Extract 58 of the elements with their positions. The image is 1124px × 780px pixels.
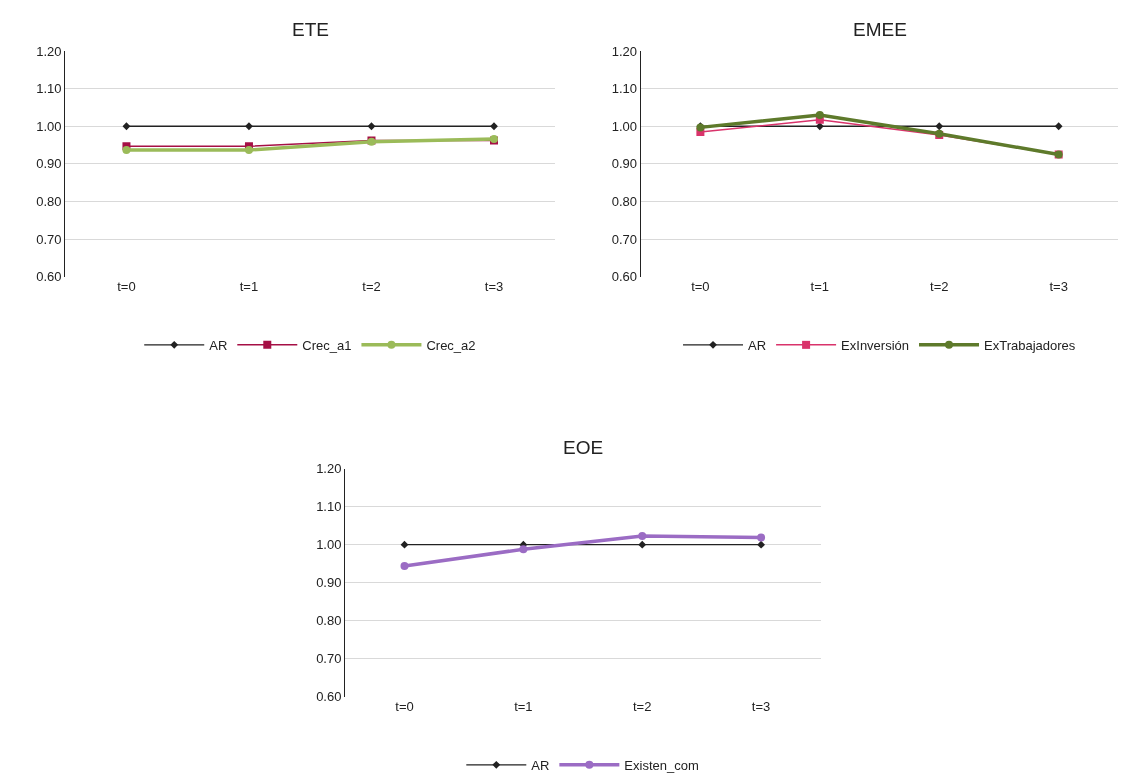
point (815, 110, 824, 119)
x-tick-label: t=0 (691, 278, 710, 294)
x-tick-label: t=0 (395, 698, 414, 714)
y-tick-label: 1.20 (316, 461, 342, 477)
y-tick-label: 1.00 (611, 118, 638, 134)
y-tick-label: 0.90 (611, 156, 638, 172)
point (638, 531, 647, 540)
x-tick-label: t=3 (751, 698, 771, 714)
y-tick-label: 0.60 (316, 689, 342, 705)
y-tick-label: 1.10 (36, 81, 62, 97)
y-tick-label: 0.80 (36, 194, 62, 210)
point (638, 540, 647, 549)
y-tick-label: 0.70 (36, 231, 62, 247)
y-tick-label: 0.90 (36, 156, 62, 172)
chart-title: EMEE (853, 19, 907, 40)
point (757, 540, 765, 549)
y-tick-label: 0.90 (316, 575, 342, 591)
y-tick-label: 0.70 (611, 231, 638, 247)
y-tick-label: 0.70 (316, 651, 342, 667)
legend-label: Crec_a2 (426, 337, 476, 353)
y-tick-label: 0.80 (611, 194, 638, 210)
point (400, 540, 409, 549)
point (490, 122, 498, 131)
x-tick-label: t=1 (239, 278, 259, 294)
chart-title: EOE (563, 437, 604, 458)
y-tick-label: 1.00 (36, 118, 62, 134)
y-tick-label: 0.60 (611, 269, 638, 285)
point (122, 122, 131, 131)
legend-label: AR (531, 757, 550, 773)
y-tick-label: 0.60 (36, 269, 62, 285)
point (935, 122, 944, 131)
x-tick-label: t=2 (930, 278, 949, 294)
y-tick-label: 1.10 (611, 81, 638, 97)
x-tick-label: t=0 (117, 278, 136, 294)
point (367, 122, 376, 131)
point (400, 561, 409, 570)
point (1054, 122, 1063, 131)
legend-label: ExInversión (841, 337, 910, 353)
y-tick-label: 1.20 (611, 43, 638, 59)
chart-title: ETE (292, 19, 329, 40)
legend-label: AR (748, 337, 767, 353)
legend-label: Existen_com (624, 757, 699, 773)
point (245, 122, 253, 131)
x-tick-label: t=2 (633, 698, 652, 714)
y-tick-label: 1.20 (36, 43, 62, 59)
legend-label: ExTrabajadores (984, 337, 1076, 353)
x-tick-label: t=3 (484, 278, 504, 294)
legend-label: Crec_a1 (302, 337, 352, 353)
legend-label: AR (209, 337, 228, 353)
y-tick-label: 1.10 (316, 499, 342, 515)
x-tick-label: t=2 (362, 278, 381, 294)
point (757, 533, 766, 542)
y-tick-label: 1.00 (316, 537, 342, 553)
x-tick-label: t=1 (810, 278, 830, 294)
y-tick-label: 0.80 (316, 613, 342, 629)
x-tick-label: t=1 (514, 698, 533, 714)
point (519, 545, 528, 554)
x-tick-label: t=3 (1049, 278, 1068, 294)
